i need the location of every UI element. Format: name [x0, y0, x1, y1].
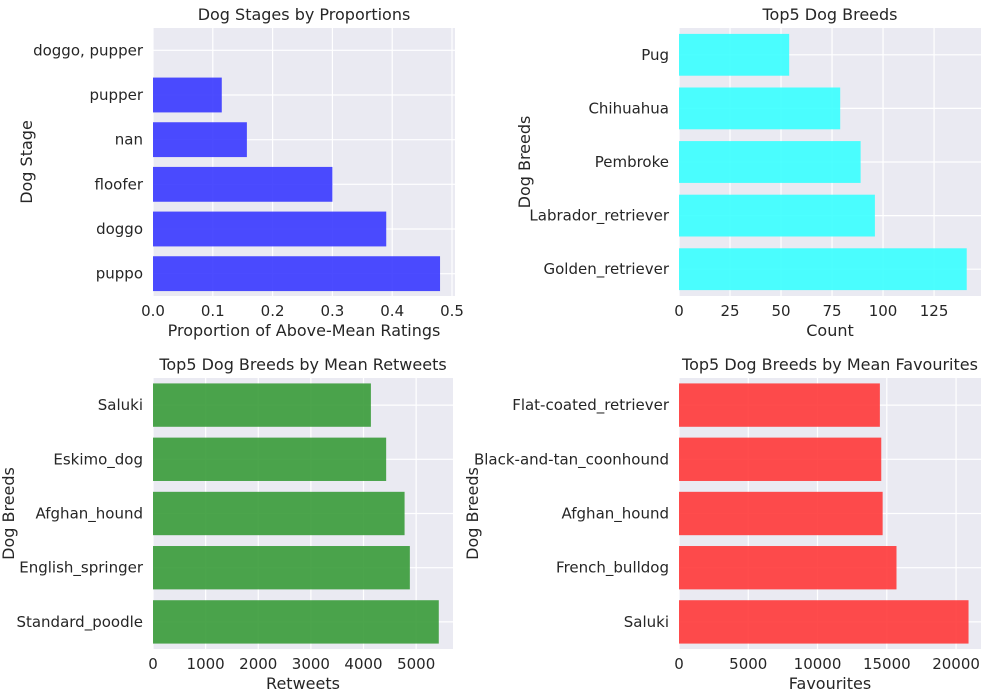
- x-tick-label: 3000: [292, 655, 330, 673]
- bar-afghan-hound: [153, 491, 405, 536]
- y-tick-label: Golden_retriever: [543, 260, 669, 279]
- x-tick-label: 2000: [239, 655, 277, 673]
- y-axis-label: Dog Breeds: [0, 467, 18, 560]
- chart-panel-3: Standard_poodle English_springer Afghan_ho…: [0, 355, 453, 693]
- chart-panel-4: Saluki French_bulldog Afghan_hound Black-an…: [463, 355, 981, 693]
- x-tick-label: 0.4: [380, 302, 404, 320]
- bar-labrador-retriever: [679, 194, 875, 237]
- x-tick-label: 75: [822, 302, 841, 320]
- y-tick-label: English_springer: [19, 559, 144, 578]
- y-tick-label: Pug: [641, 46, 669, 64]
- x-tick-label: 5000: [729, 655, 767, 673]
- x-tick-label: 0: [674, 302, 684, 320]
- bar-saluki: [153, 383, 371, 427]
- x-tick-label: 25: [720, 302, 739, 320]
- x-axis-label: Count: [806, 321, 854, 340]
- y-tick-label: Standard_poodle: [16, 613, 143, 632]
- chart-panel-1: puppo doggo floofer nan pupper doggo, pupper 0…: [17, 5, 464, 340]
- bar-pupper: [153, 77, 222, 113]
- x-tick-label: 4000: [344, 655, 382, 673]
- y-tick-label: doggo: [96, 220, 143, 238]
- bar-floofer: [153, 166, 333, 202]
- x-axis-label: Favourites: [789, 674, 871, 693]
- y-tick-label: Saluki: [98, 396, 143, 414]
- x-tick-label: 100: [869, 302, 898, 320]
- x-tick-label: 0.0: [141, 302, 165, 320]
- x-tick-label: 0.3: [320, 302, 344, 320]
- bar-flat-coated-retriever: [679, 383, 880, 427]
- y-tick-label: Black-and-tan_coonhound: [474, 450, 669, 469]
- plot-area: [153, 28, 455, 296]
- bar-standard-poodle: [153, 600, 439, 644]
- x-tick-label: 10000: [794, 655, 842, 673]
- x-tick-label: 125: [920, 302, 949, 320]
- y-tick-label: French_bulldog: [556, 559, 669, 578]
- y-tick-label: Labrador_retriever: [529, 207, 669, 226]
- y-axis-label: Dog Stage: [17, 120, 36, 204]
- y-tick-label: Flat-coated_retriever: [512, 396, 670, 415]
- x-tick-label: 50: [771, 302, 790, 320]
- x-axis-label: Retweets: [266, 674, 340, 693]
- bar-pug: [679, 33, 790, 76]
- bar-pembroke: [679, 141, 861, 183]
- x-tick-label: 15000: [863, 655, 911, 673]
- x-tick-label: 20000: [932, 655, 980, 673]
- chart-title: Top5 Dog Breeds by Mean Favourites: [681, 355, 978, 374]
- chart-panel-2: Golden_retriever Labrador_retriever Pembro…: [515, 5, 981, 340]
- y-tick-label: Saluki: [624, 613, 669, 631]
- bar-black-and-tan-coonhound: [679, 437, 882, 481]
- x-tick-label: 0.2: [261, 302, 285, 320]
- chart-title: Dog Stages by Proportions: [198, 5, 411, 24]
- chart-title: Top5 Dog Breeds: [762, 5, 898, 24]
- y-tick-label: Chihuahua: [588, 99, 669, 117]
- y-tick-label: puppo: [96, 265, 143, 283]
- x-axis-label: Proportion of Above-Mean Ratings: [168, 321, 441, 340]
- x-tick-label: 0.1: [201, 302, 225, 320]
- y-axis-label: Dog Breeds: [515, 116, 534, 209]
- bar-english-springer: [153, 546, 410, 590]
- y-axis-label: Dog Breeds: [463, 467, 482, 560]
- bar-french-bulldog: [679, 546, 897, 590]
- y-tick-label: floofer: [95, 175, 144, 193]
- bar-golden-retriever: [679, 248, 967, 291]
- bar-saluki: [679, 600, 969, 644]
- y-tick-label: Eskimo_dog: [53, 450, 143, 469]
- y-tick-label: Afghan_hound: [562, 505, 669, 524]
- y-tick-label: Afghan_hound: [36, 505, 143, 524]
- y-tick-label: pupper: [90, 86, 144, 104]
- x-tick-label: 5000: [397, 655, 435, 673]
- bar-nan: [153, 122, 247, 158]
- y-tick-label: nan: [115, 131, 143, 149]
- bar-puppo: [153, 256, 441, 292]
- x-tick-label: 1000: [187, 655, 225, 673]
- bar-eskimo-dog: [153, 437, 387, 481]
- y-tick-label: doggo, pupper: [33, 41, 144, 59]
- y-tick-label: Pembroke: [595, 153, 669, 171]
- bar-doggo: [153, 211, 387, 247]
- bar-chihuahua: [679, 87, 841, 130]
- x-tick-label: 0: [674, 655, 684, 673]
- x-tick-label: 0: [148, 655, 158, 673]
- x-tick-label: 0.5: [440, 302, 464, 320]
- chart-title: Top5 Dog Breeds by Mean Retweets: [158, 355, 446, 374]
- bar-afghan-hound: [679, 491, 883, 536]
